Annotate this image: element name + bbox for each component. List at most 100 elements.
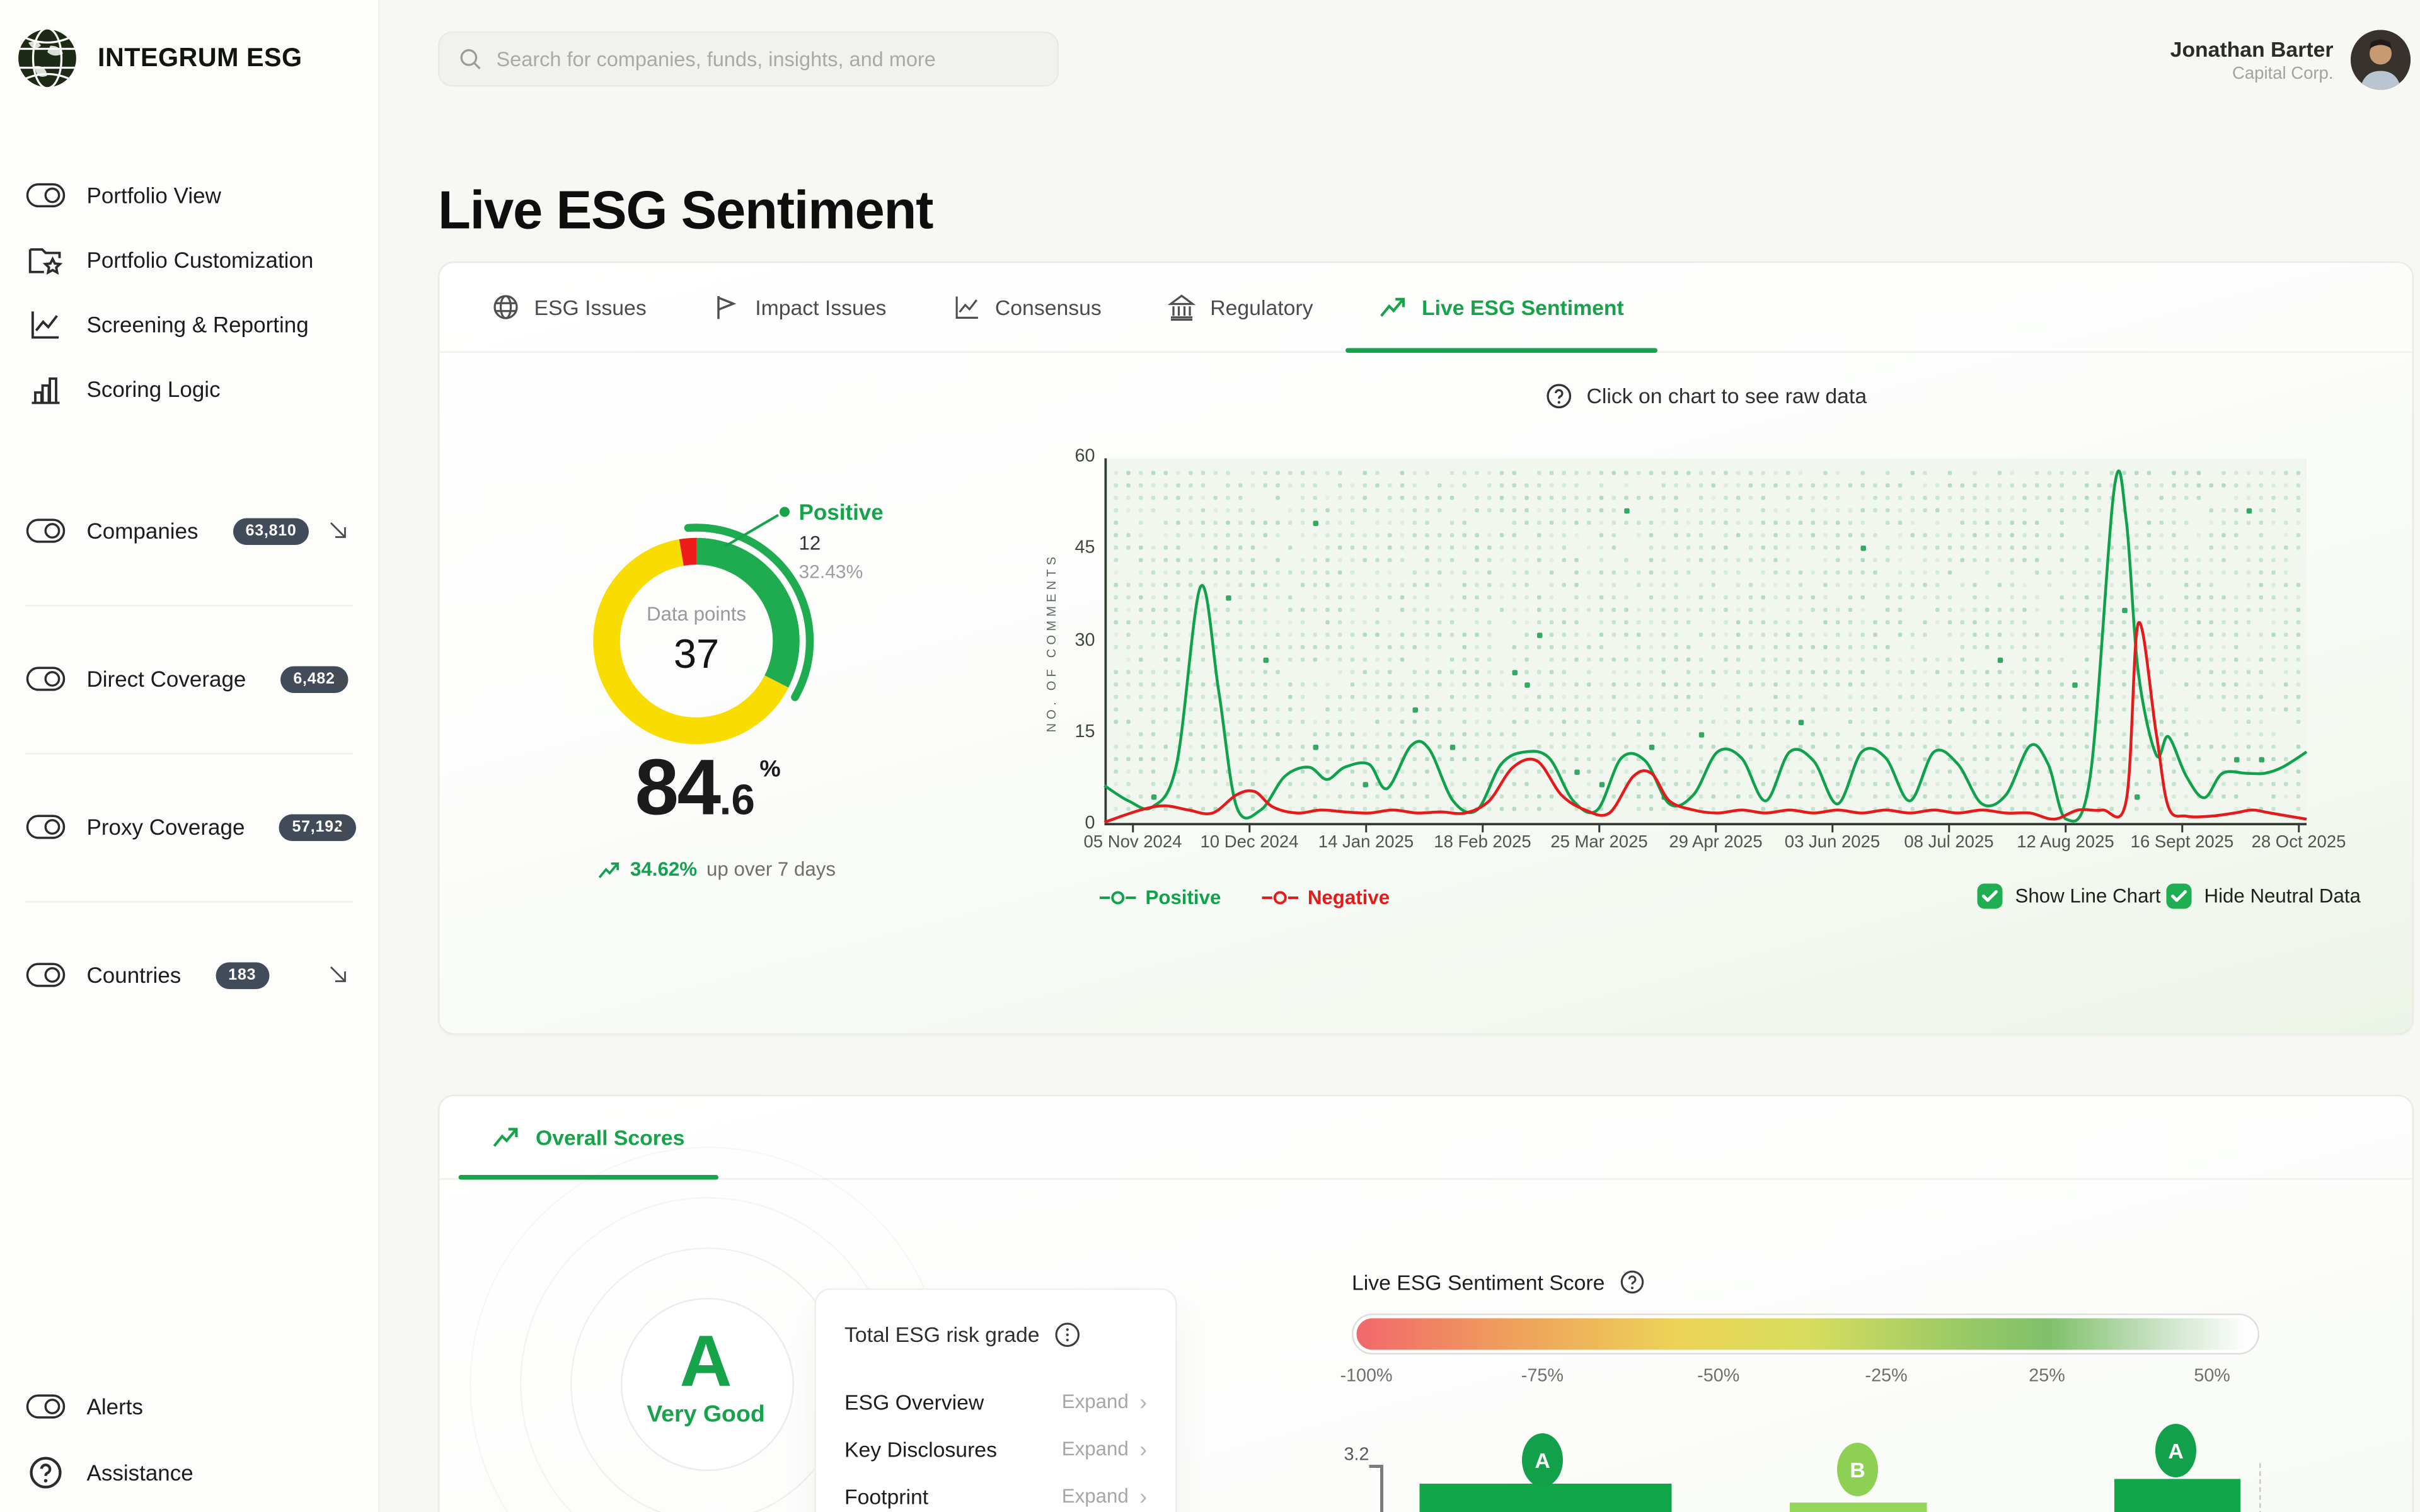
globe-logo-icon [16, 27, 79, 89]
tab-overall-scores[interactable]: Overall Scores [458, 1096, 718, 1180]
series-line[interactable] [1103, 621, 2307, 824]
callout-pct: 32.43% [798, 561, 863, 583]
sentiment-score-scale [1352, 1314, 2259, 1354]
sidebar-item-proxy-coverage[interactable]: Proxy Coverage 57,192 [0, 799, 378, 856]
scale-tick-label: 25% [2029, 1367, 2065, 1386]
sidebar-item-label: Portfolio View [86, 181, 221, 207]
legend-item-negative[interactable]: Negative [1262, 887, 1390, 909]
x-tick-label: 08 Jul 2025 [1904, 833, 1994, 852]
x-tick-label: 12 Aug 2025 [2017, 833, 2114, 852]
arrow-down-right-icon[interactable] [326, 815, 350, 839]
sidebar-item-alerts[interactable]: Alerts [0, 1373, 378, 1440]
tab-regulatory[interactable]: Regulatory [1134, 263, 1346, 352]
donut-center-value: 37 [673, 630, 720, 677]
donut-slice-negative[interactable] [593, 537, 800, 745]
chevron-right-icon: › [1139, 1389, 1147, 1414]
arrow-down-right-icon[interactable] [326, 518, 350, 542]
y-tick-label: 60 [1075, 447, 1095, 466]
tab-impact-issues[interactable]: Impact Issues [679, 263, 919, 352]
arrow-down-right-icon[interactable] [326, 667, 350, 690]
checkbox-checked-icon[interactable] [2166, 883, 2192, 909]
info-icon[interactable] [1054, 1322, 1081, 1349]
sidebar-item-label: Alerts [86, 1394, 143, 1419]
sidebar-item-companies[interactable]: Companies 63,810 [0, 503, 378, 559]
line-chart-icon [952, 293, 981, 321]
sidebar-item-label: Companies [86, 518, 199, 544]
series-line[interactable] [1103, 469, 2308, 823]
legend-label: Negative [1307, 886, 1390, 909]
score-delta: 34.62% up over 7 days [597, 859, 836, 881]
sidebar-item-assistance[interactable]: Assistance [0, 1440, 378, 1506]
scale-tick-label: -50% [1697, 1367, 1740, 1386]
donut-center-label: Data points [646, 603, 747, 626]
sentiment-score-gradient [1356, 1318, 2255, 1350]
tab-consensus[interactable]: Consensus [919, 263, 1134, 352]
sidebar-item-scoring-logic[interactable]: Scoring Logic [0, 356, 378, 421]
toggle-icon [25, 177, 66, 212]
sidebar-item-direct-coverage[interactable]: Direct Coverage 6,482 [0, 651, 378, 707]
legend-item-positive[interactable]: Positive [1100, 887, 1221, 909]
expand-link[interactable]: Expand [1061, 1390, 1129, 1413]
sidebar-item-label: Assistance [86, 1460, 193, 1486]
grade-bar-3[interactable] [2114, 1479, 2240, 1512]
risk-row-action[interactable]: Expand › [1062, 1436, 1147, 1462]
grade-badge-1: A [1522, 1433, 1563, 1487]
search-input[interactable]: Search for companies, funds, insights, a… [438, 32, 1059, 87]
risk-row-label: ESG Overview [844, 1390, 984, 1414]
search-icon [460, 49, 481, 70]
sidebar-section-countries: Countries 183 [0, 947, 378, 1095]
sidebar-item-countries[interactable]: Countries 183 [0, 947, 378, 1004]
toggle-label: Hide Neutral Data [2204, 885, 2361, 907]
x-tick-label: 10 Dec 2024 [1200, 833, 1299, 852]
bar-axis-line [1380, 1465, 1383, 1512]
donut-chart[interactable] [539, 484, 854, 799]
sidebar-item-portfolio-customization[interactable]: Portfolio Customization [0, 227, 378, 292]
tab-esg-issues[interactable]: ESG Issues [459, 263, 680, 352]
grade-bar-1[interactable] [1419, 1484, 1672, 1512]
scale-tick-label: -75% [1521, 1367, 1564, 1386]
count-badge: 183 [216, 961, 269, 988]
score-unit: % [759, 756, 781, 783]
tab-live-esg-sentiment[interactable]: Live ESG Sentiment [1346, 263, 1658, 353]
sidebar-item-screening-reporting[interactable]: Screening & Reporting [0, 292, 378, 357]
expand-link[interactable]: Expand [1061, 1485, 1129, 1508]
risk-row-key-disclosures[interactable]: Key Disclosures Expand › [844, 1436, 1147, 1462]
bar-chart-dashed-boundary [2259, 1463, 2261, 1512]
help-icon[interactable] [1619, 1269, 1644, 1295]
risk-row-label: Key Disclosures [844, 1437, 997, 1461]
x-tick-label: 28 Oct 2025 [2251, 833, 2346, 852]
bar-axis-label: 3.2 [1344, 1446, 1369, 1465]
divider [25, 605, 353, 607]
bar-axis-tick [1369, 1465, 1382, 1467]
bank-icon [1167, 293, 1196, 321]
sentiment-line-chart[interactable] [1103, 458, 2308, 833]
chevron-right-icon: › [1139, 1484, 1147, 1509]
help-icon[interactable] [1546, 383, 1573, 410]
delta-suffix: up over 7 days [706, 858, 836, 881]
toggle-show-line-chart[interactable]: Show Line Chart [1977, 883, 2161, 909]
search-placeholder: Search for companies, funds, insights, a… [496, 47, 936, 71]
risk-row-esg-overview[interactable]: ESG Overview Expand › [844, 1389, 1147, 1414]
sidebar-item-label: Portfolio Customization [86, 246, 314, 272]
scale-tick-label: 50% [2194, 1367, 2230, 1386]
tab-label: ESG Issues [534, 295, 647, 319]
sidebar-nav: Portfolio View Portfolio Customization Scr… [0, 163, 378, 421]
sidebar-item-label: Direct Coverage [86, 666, 246, 692]
arrow-down-right-icon[interactable] [326, 963, 350, 987]
risk-row-action[interactable]: Expand › [1062, 1484, 1147, 1509]
grade-bar-2[interactable] [1790, 1503, 1927, 1512]
avatar[interactable] [2351, 30, 2411, 90]
callout-label: Positive [798, 499, 884, 525]
expand-link[interactable]: Expand [1061, 1438, 1129, 1460]
donut-slice-neutral[interactable] [593, 537, 800, 745]
risk-row-action[interactable]: Expand › [1062, 1389, 1147, 1414]
risk-row-footprint[interactable]: Footprint Expand › [844, 1484, 1147, 1509]
chevron-right-icon: › [1139, 1436, 1147, 1462]
toggle-hide-neutral-data[interactable]: Hide Neutral Data [2166, 883, 2361, 909]
user-menu[interactable]: Jonathan Barter Capital Corp. [2170, 30, 2411, 90]
brand: INTEGRUM ESG [13, 24, 302, 93]
checkbox-checked-icon[interactable] [1977, 883, 2003, 909]
avatar-photo [2351, 30, 2411, 90]
sidebar-item-portfolio-view[interactable]: Portfolio View [0, 163, 378, 227]
